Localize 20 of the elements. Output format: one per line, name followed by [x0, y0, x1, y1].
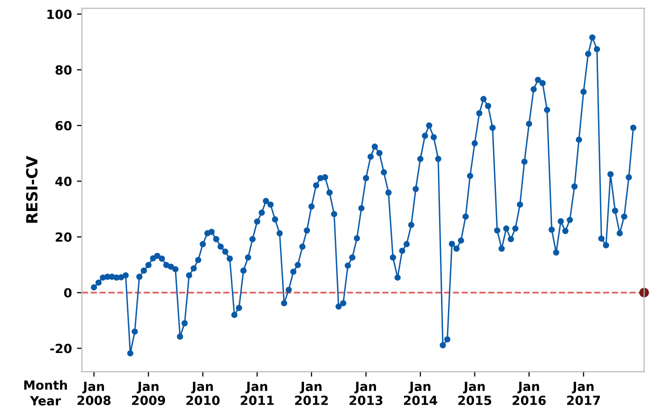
y-tick-label: 40	[55, 176, 72, 186]
y-axis-title: RESI-CV	[26, 156, 38, 223]
x-tick-label: Jan 2012	[295, 382, 328, 406]
y-tick-label: 0	[64, 288, 72, 298]
x-tick-label: Jan 2015	[458, 382, 492, 406]
x-tick-label: Jan 2013	[350, 382, 382, 406]
x-tick-label: Jan 2009	[132, 382, 166, 406]
y-tick-label: 80	[56, 65, 72, 75]
y-tick-label: 100	[47, 10, 72, 20]
x-tick-label: Jan 2011	[240, 382, 274, 406]
y-tick-label: -20	[50, 344, 72, 354]
x-tick-label: Jan 2014	[404, 382, 438, 406]
x-tick-label: Jan 2017	[567, 382, 600, 406]
y-tick-label: 20	[56, 232, 72, 242]
y-tick-label: 60	[56, 120, 72, 130]
text: Month	[24, 380, 67, 390]
x-tick-label: Jan 2016	[512, 382, 546, 406]
x-tick-label: Jan 2010	[186, 382, 220, 406]
text: Year	[30, 396, 61, 406]
x-tick-label: Jan 2008	[78, 382, 111, 406]
